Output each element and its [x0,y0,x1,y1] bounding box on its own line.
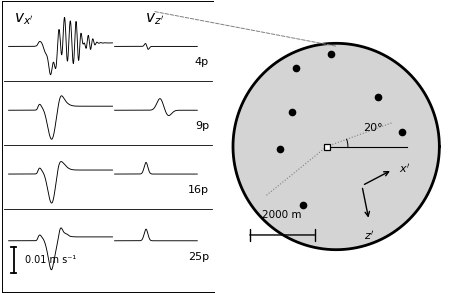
Text: 9p: 9p [195,121,209,131]
Text: $z'$: $z'$ [364,229,374,242]
Text: 25p: 25p [188,252,209,262]
Text: $\mathit{v}_{z^\prime}$: $\mathit{v}_{z^\prime}$ [145,12,165,27]
Text: 16p: 16p [188,185,209,195]
Text: 0.01 m s⁻¹: 0.01 m s⁻¹ [24,255,76,265]
Text: 4p: 4p [195,57,209,67]
Text: 20°: 20° [363,123,383,133]
Text: 2000 m: 2000 m [262,210,302,220]
Text: $\mathit{v}_{x^\prime}$: $\mathit{v}_{x^\prime}$ [14,12,33,27]
Text: $x'$: $x'$ [400,162,411,175]
Polygon shape [233,43,439,250]
